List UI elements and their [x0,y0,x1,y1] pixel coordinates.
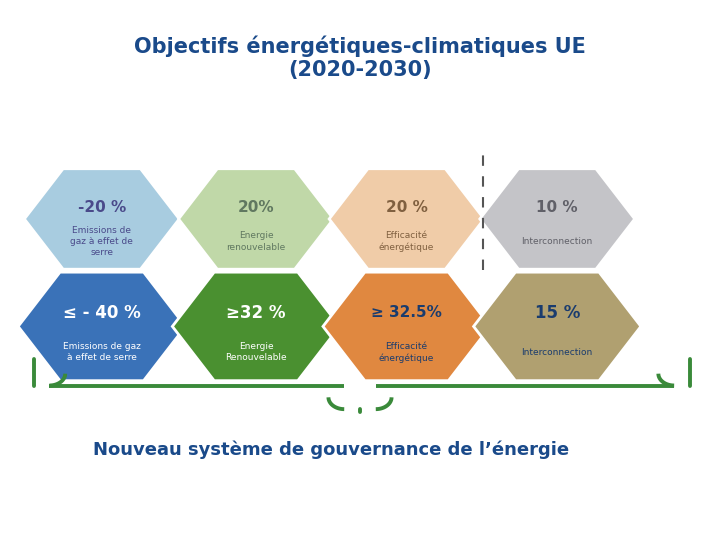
Text: Efficacité
énergétique: Efficacité énergétique [379,231,434,252]
Text: Efficacité
énergétique: Efficacité énergétique [379,342,434,363]
Text: Energie
renouvelable: Energie renouvelable [226,231,286,252]
Text: ≤ - 40 %: ≤ - 40 % [63,304,140,322]
Polygon shape [474,272,641,381]
Polygon shape [179,168,333,269]
Text: 20 %: 20 % [386,200,428,214]
Text: Objectifs énergétiques-climatiques UE
(2020-2030): Objectifs énergétiques-climatiques UE (2… [134,36,586,80]
Text: Emissions de gaz
à effet de serre: Emissions de gaz à effet de serre [63,342,140,362]
Text: Interconnection: Interconnection [521,237,593,246]
Text: 15 %: 15 % [534,304,580,322]
Text: Emissions de
gaz à effet de
serre: Emissions de gaz à effet de serre [71,226,133,258]
Text: Nouveau système de gouvernance de l’énergie: Nouveau système de gouvernance de l’éner… [94,441,570,459]
Text: Interconnection: Interconnection [521,348,593,357]
Text: 20%: 20% [238,200,274,214]
Polygon shape [24,168,179,269]
Text: ≥32 %: ≥32 % [226,304,286,322]
Text: -20 %: -20 % [78,200,126,214]
Polygon shape [480,168,635,269]
Polygon shape [323,272,490,381]
Text: Energie
Renouvelable: Energie Renouvelable [225,342,287,362]
Text: 10 %: 10 % [536,200,578,214]
Polygon shape [18,272,186,381]
Text: ≥ 32.5%: ≥ 32.5% [372,306,442,320]
Polygon shape [329,168,484,269]
Polygon shape [172,272,340,381]
